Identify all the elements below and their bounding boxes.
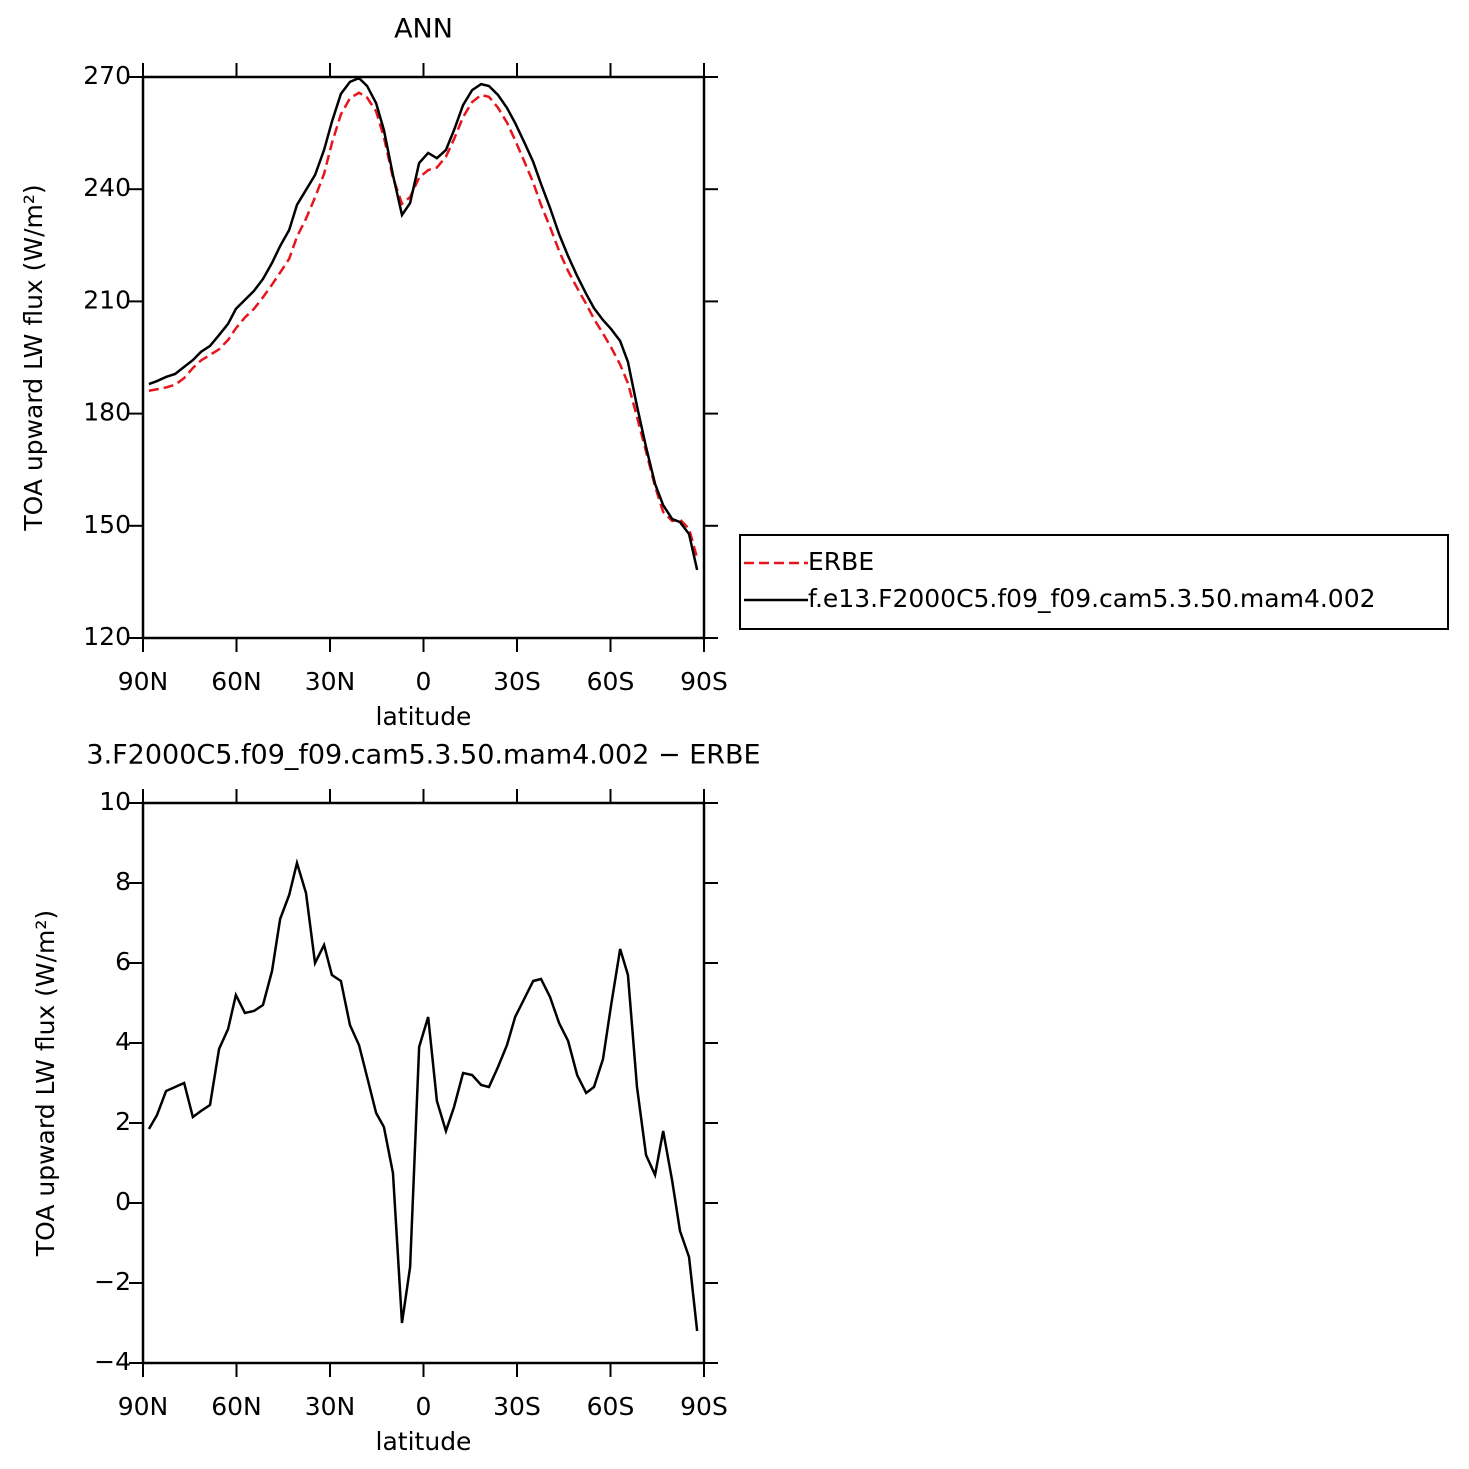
x-tick-label: 90S [680, 1392, 728, 1421]
x-tick-label: 30N [305, 667, 356, 696]
y-tick-label: 180 [83, 398, 131, 427]
y-axis-label: TOA upward LW flux (W/m²) [31, 910, 60, 1257]
plot-frame [141, 801, 706, 1365]
chart-title: ANN [394, 14, 453, 45]
x-tick-label: 30S [493, 1392, 541, 1421]
x-tick-label: 90N [118, 667, 169, 696]
y-tick-label: 8 [115, 867, 131, 896]
legend-label: ERBE [808, 547, 874, 576]
y-axis-label: TOA upward LW flux (W/m²) [19, 184, 48, 531]
x-tick-label: 90S [680, 667, 728, 696]
chart-title: 3.F2000C5.f09_f09.cam5.3.50.mam4.002 − E… [86, 740, 760, 771]
y-tick-label: 210 [83, 285, 131, 314]
legend-label: f.e13.F2000C5.f09_f09.cam5.3.50.mam4.002 [808, 584, 1376, 613]
y-tick-label: 2 [115, 1107, 131, 1136]
y-tick-label: 4 [115, 1027, 131, 1056]
data-line [148, 91, 699, 559]
y-tick-label: 10 [99, 787, 131, 816]
x-tick-label: 90N [118, 1392, 169, 1421]
x-tick-label: 0 [416, 667, 432, 696]
y-tick-label: −2 [94, 1267, 131, 1296]
x-tick-label: 0 [416, 1392, 432, 1421]
x-tick-label: 60N [211, 667, 262, 696]
x-axis-label: latitude [376, 702, 472, 731]
x-tick-label: 60S [587, 1392, 635, 1421]
x-tick-label: 30S [493, 667, 541, 696]
y-tick-label: 150 [83, 510, 131, 539]
y-tick-label: −4 [94, 1347, 131, 1376]
x-tick-label: 60N [211, 1392, 262, 1421]
y-tick-label: 0 [115, 1187, 131, 1216]
plot-frame [141, 75, 706, 640]
x-tick-label: 60S [587, 667, 635, 696]
x-tick-label: 30N [305, 1392, 356, 1421]
y-tick-label: 6 [115, 947, 131, 976]
y-tick-label: 120 [83, 622, 131, 651]
data-line [147, 858, 699, 1332]
legend-box [739, 534, 1449, 630]
y-tick-label: 270 [83, 61, 131, 90]
data-line [148, 76, 699, 571]
y-tick-label: 240 [83, 173, 131, 202]
x-axis-label: latitude [376, 1427, 472, 1456]
